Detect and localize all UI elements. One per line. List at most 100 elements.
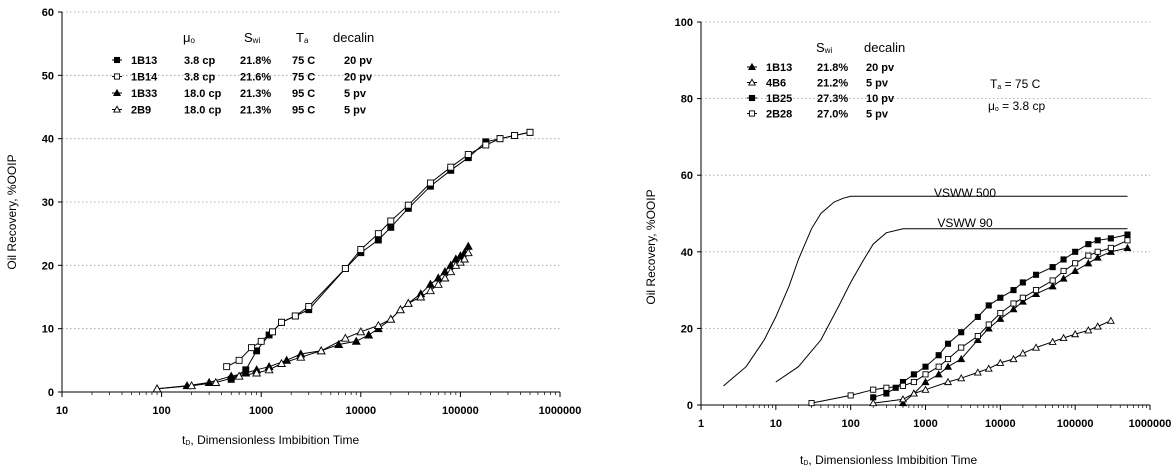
curve-label: VSWW 90 [937,216,993,230]
data-point [996,358,1005,366]
chart-right: 0 20 40 60 80 100 1 10 100 1000 10000 100000 1000000… [644,17,1171,467]
series-line [873,234,1128,398]
legend-marker [747,62,757,71]
series-line [156,246,469,390]
legend-cell: 4B6 [766,78,786,90]
data-point [922,363,929,370]
data-point [387,223,395,231]
legend-cell: 5 pv [344,105,367,117]
data-point [1018,297,1027,305]
data-point [944,355,952,363]
data-point [910,371,917,378]
data-point [440,273,450,282]
y-tick-label: 40 [681,247,693,259]
data-point [357,246,365,253]
series-1b33 [152,241,473,393]
data-point [1124,231,1131,238]
legend-cell: 21.6% [240,72,271,84]
data-point [305,303,313,310]
data-point [984,324,993,332]
legend-cell: 1B25 [766,93,792,105]
data-point [526,128,534,136]
legend-cell: 5 pv [344,88,367,100]
data-point [395,304,405,314]
legend-cell: 3.8 cp [184,72,215,84]
data-point [997,294,1004,301]
series-line [902,247,1128,404]
legend: Swi decalin 1B13 21.8% 20 pv 4B6 21.2% 5 pv 1B25… [747,40,905,121]
data-point [447,163,455,171]
x-tick-label: 1000000 [1129,418,1172,430]
data-point [808,400,815,407]
data-point [1072,248,1079,255]
data-point [1048,337,1057,345]
data-point [341,265,349,272]
legend-header: Swi [244,30,260,45]
data-point [1010,300,1017,307]
data-point [973,335,982,343]
data-point [234,371,244,380]
data-point [1018,349,1027,357]
data-point [425,285,435,295]
data-point [974,313,981,320]
data-point [957,374,966,382]
data-point [1060,267,1067,275]
y-tick-label: 20 [681,323,693,335]
y-tick-label: 100 [675,17,693,29]
series-line [775,228,1128,383]
data-point [1032,343,1041,351]
data-point [387,217,395,225]
data-point [1032,289,1041,297]
data-point [985,321,992,328]
data-point [1019,279,1026,286]
legend-marker [747,78,757,86]
condition-label: Ta = 75 C [990,77,1041,91]
data-point [511,132,519,139]
data-point [985,302,992,309]
data-point [1084,326,1093,334]
data-point [1072,260,1079,267]
data-point [973,368,982,376]
legend-cell: 21.3% [240,88,271,100]
data-point [482,141,490,149]
legend-marker [113,73,121,80]
series-2b9 [152,247,473,393]
legend-cell: 21.8% [240,55,271,67]
legend-cell: 20 pv [344,55,373,67]
data-point [898,395,907,403]
legend-header: decalin [333,30,374,45]
x-tick-label: 1000 [249,405,273,417]
data-point [373,320,383,329]
legend-cell: 10 pv [866,93,895,105]
data-point [847,392,854,399]
legend-cell: 1B13 [131,55,157,67]
legend-cell: 5 pv [866,78,889,90]
data-point [869,398,878,407]
data-point [433,279,443,288]
data-point [921,377,930,386]
legend: μo Swi Ta decalin 1B13 3.8 cp 21.8% 75 C 20 pv 1B… [112,30,374,117]
series-line [156,252,469,390]
data-point [1009,354,1018,363]
data-point [296,352,306,361]
data-point [1071,329,1080,338]
data-point [1049,264,1056,271]
data-point [1093,322,1102,330]
series-4b6 [869,316,1115,407]
data-point [958,344,965,351]
data-point [883,384,890,391]
legend-marker [113,56,121,64]
legend-cell: 1B13 [766,62,792,74]
data-point [1107,235,1114,242]
y-tick-label: 10 [42,324,54,336]
legend-cell: 2B9 [131,105,151,117]
data-point [316,346,326,355]
legend-header: μo [183,30,196,45]
data-point [1106,247,1115,255]
legend-cell: 20 pv [866,62,895,74]
x-tick-label: 100000 [1057,418,1094,430]
data-point [883,390,890,397]
data-point [364,330,374,339]
x-tick-label: 10 [56,405,68,417]
